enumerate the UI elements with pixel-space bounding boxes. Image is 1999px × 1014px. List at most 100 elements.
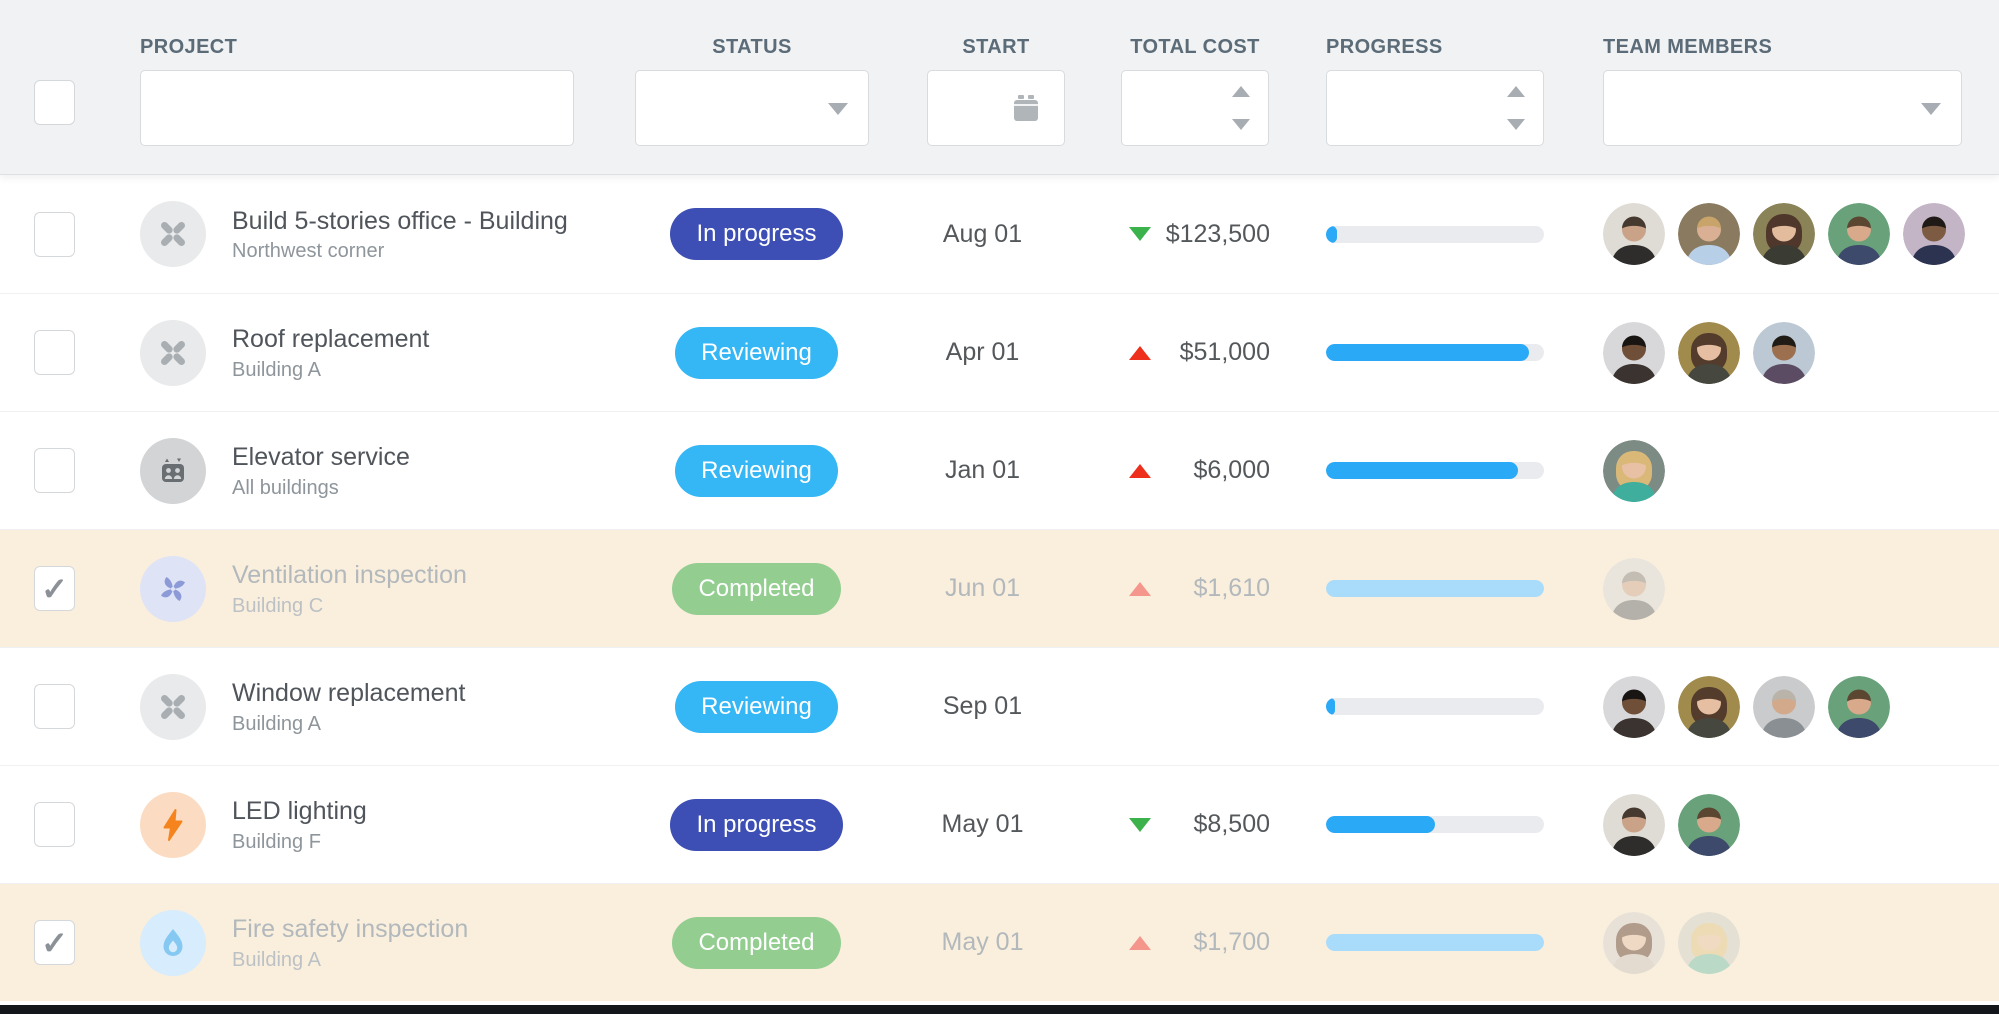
fan-icon [161, 576, 185, 601]
row-checkbox[interactable]: ✓ [34, 684, 75, 729]
flame-icon [140, 909, 206, 976]
avatar-gray-haired-man [1603, 557, 1665, 620]
table-row[interactable]: ✓ Roof replacement Building A Reviewing … [0, 293, 1999, 411]
avatar-bald-man-glasses [1753, 675, 1815, 738]
start-date: Jun 01 [944, 574, 1021, 602]
table-row[interactable]: ✓ Elevator service All buildings Reviewi… [0, 411, 1999, 529]
progress-bar-fill [1326, 698, 1335, 715]
checkmark-icon: ✓ [41, 570, 68, 607]
row-checkbox[interactable]: ✓ [34, 330, 75, 375]
project-title: LED lighting [232, 797, 367, 826]
column-header-progress: PROGRESS [1326, 35, 1443, 58]
row-checkbox[interactable]: ✓ [34, 566, 75, 611]
project-subtitle: Building C [232, 594, 324, 617]
total-cost-value: $123,500 [1165, 219, 1270, 248]
project-subtitle: Northwest corner [232, 240, 385, 263]
checkmark-icon: ✓ [41, 924, 68, 961]
table-row[interactable]: ✓ LED lighting Building F In progress Ma… [0, 765, 1999, 883]
team-members [1570, 439, 1999, 502]
lightning-icon [140, 791, 206, 858]
avatar-man-beard-sunglasses [1603, 203, 1665, 265]
select-all-checkbox[interactable]: ✓ [34, 80, 75, 125]
project-title: Build 5-stories office - Building [232, 206, 568, 235]
table-row[interactable]: ✓ Window replacement Building A Reviewin… [0, 647, 1999, 765]
table-row[interactable]: ✓ Fire safety inspection Building A Comp… [0, 883, 1999, 1001]
cost-trend-icon [1129, 581, 1151, 596]
team-members [1570, 321, 1999, 384]
table-row[interactable]: ✓ Build 5-stories office - Building Nort… [0, 175, 1999, 293]
start-date-filter[interactable] [927, 70, 1065, 146]
progress-bar [1326, 816, 1544, 833]
progress-bar [1326, 580, 1544, 597]
total-cost-filter[interactable] [1121, 70, 1269, 146]
calendar-icon[interactable] [1010, 92, 1042, 129]
team-members [1570, 203, 1999, 265]
row-checkbox[interactable]: ✓ [34, 211, 75, 257]
spin-down-icon[interactable] [1507, 119, 1525, 130]
avatar-young-man-plaid [1828, 203, 1890, 265]
row-checkbox[interactable]: ✓ [34, 920, 75, 965]
avatar-man-suit-plaid-shirt [1753, 321, 1815, 384]
caret-down-icon[interactable] [1921, 103, 1941, 115]
status-badge: Completed [672, 916, 841, 969]
cost-trend-icon [1129, 463, 1151, 478]
progress-bar-fill [1326, 580, 1544, 597]
status-badge: Reviewing [675, 680, 838, 733]
team-members-filter-select[interactable] [1603, 70, 1962, 146]
avatar-brunette-woman [1678, 675, 1740, 738]
team-members [1570, 557, 1999, 620]
spin-down-icon[interactable] [1232, 119, 1250, 130]
total-cost-value: $1,610 [1193, 574, 1270, 602]
status-badge: In progress [670, 798, 843, 851]
column-header-team-members: TEAM MEMBERS [1603, 35, 1773, 58]
start-date: Aug 01 [942, 219, 1023, 248]
tools-icon [161, 340, 185, 365]
tools-icon [161, 694, 185, 719]
avatar-brunette-woman [1678, 321, 1740, 384]
tools-icon [161, 222, 185, 246]
cost-trend-icon [1129, 935, 1151, 950]
status-badge: In progress [670, 208, 843, 260]
project-title: Ventilation inspection [232, 561, 467, 590]
table-body: ✓ Build 5-stories office - Building Nort… [0, 175, 1999, 1001]
avatar-blonde-woman [1678, 911, 1740, 974]
project-title: Fire safety inspection [232, 915, 469, 944]
column-header-total-cost: TOTAL COST [1130, 35, 1260, 58]
spinner-icon[interactable] [1507, 86, 1525, 130]
project-subtitle: Building A [232, 358, 321, 381]
spin-up-icon[interactable] [1507, 86, 1525, 97]
table-row[interactable]: ✓ Ventilation inspection Building C Comp… [0, 529, 1999, 647]
avatar-brunette-woman [1753, 203, 1815, 265]
avatar-man-in-suit [1903, 203, 1965, 265]
row-checkbox[interactable]: ✓ [34, 802, 75, 847]
project-title: Elevator service [232, 443, 410, 472]
team-members [1570, 911, 1999, 974]
progress-bar-fill [1326, 816, 1435, 833]
caret-down-icon[interactable] [828, 103, 848, 115]
avatar-young-man-plaid [1828, 675, 1890, 738]
elevator-icon [140, 437, 206, 504]
status-badge: Reviewing [675, 326, 838, 379]
status-filter-select[interactable] [635, 70, 869, 146]
cost-trend-icon [1129, 227, 1151, 241]
fan-icon [140, 555, 206, 622]
total-cost-value: $6,000 [1193, 456, 1270, 484]
team-members [1570, 675, 1999, 738]
tools-icon [140, 201, 206, 267]
start-date: Sep 01 [942, 692, 1023, 720]
cost-trend-icon [1129, 817, 1151, 832]
spinner-icon[interactable] [1232, 86, 1250, 130]
project-subtitle: All buildings [232, 476, 339, 499]
start-date: Apr 01 [945, 338, 1020, 366]
progress-bar [1326, 225, 1544, 243]
progress-filter[interactable] [1326, 70, 1544, 146]
avatar-young-man-plaid [1678, 793, 1740, 856]
total-cost-value: $1,700 [1193, 928, 1270, 956]
spin-up-icon[interactable] [1232, 86, 1250, 97]
project-filter-input[interactable] [141, 71, 573, 145]
column-header-status: STATUS [712, 35, 792, 58]
project-filter-box [140, 70, 574, 146]
progress-bar-fill [1326, 462, 1518, 479]
row-checkbox[interactable]: ✓ [34, 448, 75, 493]
